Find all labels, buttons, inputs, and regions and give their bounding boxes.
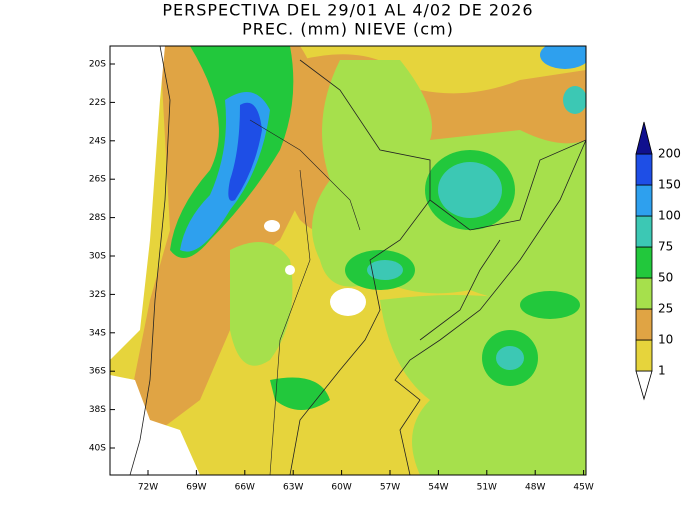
lat-label: 26S	[89, 175, 106, 185]
colorbar-label: 100	[658, 209, 681, 223]
lon-label: 45W	[573, 483, 593, 493]
colorbar-segment	[635, 246, 653, 279]
lat-label: 38S	[89, 405, 106, 415]
lat-label: 36S	[89, 367, 106, 377]
lat-label: 28S	[89, 213, 106, 223]
lat-label: 34S	[89, 328, 106, 338]
lon-label: 57W	[380, 483, 400, 493]
lon-label: 48W	[525, 483, 545, 493]
colorbar-label: 75	[658, 240, 673, 254]
colorbar-label: 200	[658, 147, 681, 161]
lon-label: 60W	[331, 483, 351, 493]
lat-label: 30S	[89, 252, 106, 262]
lon-label: 51W	[477, 483, 497, 493]
lon-label: 66W	[235, 483, 255, 493]
lat-label: 32S	[89, 290, 106, 300]
colorbar-segment	[635, 215, 653, 248]
colorbar-segment	[635, 339, 653, 372]
lon-label: 69W	[186, 483, 206, 493]
colorbar-segment	[635, 153, 653, 186]
lat-label: 24S	[89, 136, 106, 146]
colorbar-label: 50	[658, 271, 673, 285]
lat-label: 22S	[89, 98, 106, 108]
lon-label: 63W	[283, 483, 303, 493]
colorbar-label: 25	[658, 302, 673, 316]
colorbar-segment	[635, 308, 653, 341]
map-frame	[109, 45, 587, 476]
map-field	[110, 46, 586, 475]
colorbar-segment	[635, 184, 653, 217]
lon-label: 72W	[138, 483, 158, 493]
title: PERSPECTIVA DEL 29/01 AL 4/02 DE 2026	[162, 1, 533, 20]
lat-label: 40S	[89, 444, 106, 454]
colorbar-above	[635, 121, 653, 155]
subtitle: PREC. (mm) NIEVE (cm)	[242, 20, 454, 39]
colorbar-label: 150	[658, 178, 681, 192]
colorbar-label: 10	[658, 333, 673, 347]
colorbar-label: 1	[658, 364, 666, 378]
lat-label: 20S	[89, 60, 106, 70]
lon-label: 54W	[428, 483, 448, 493]
colorbar-below	[635, 370, 653, 401]
colorbar-segment	[635, 277, 653, 310]
